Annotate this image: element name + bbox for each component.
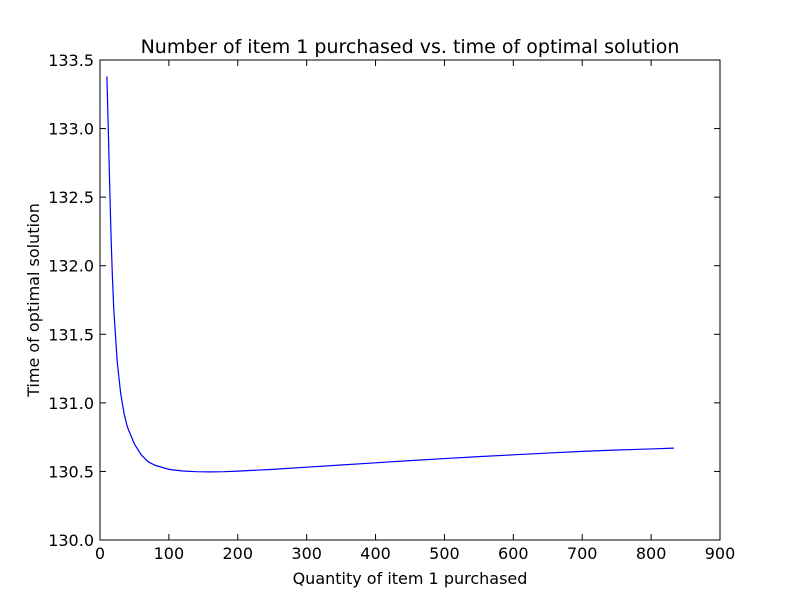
y-tick-label: 133.5: [48, 51, 94, 70]
x-tick-label: 400: [360, 544, 391, 563]
y-axis-label: Time of optimal solution: [24, 203, 43, 398]
y-tick-label: 132.0: [48, 257, 94, 276]
y-tick-label: 131.0: [48, 394, 94, 413]
x-tick-label: 700: [567, 544, 598, 563]
x-tick-label: 100: [154, 544, 185, 563]
x-axis-label: Quantity of item 1 purchased: [293, 569, 528, 588]
y-tick-label: 130.0: [48, 531, 94, 550]
x-tick-label: 900: [705, 544, 736, 563]
x-tick-label: 500: [429, 544, 460, 563]
x-tick-label: 0: [95, 544, 105, 563]
plot-frame: [99, 59, 721, 541]
x-tick-label: 300: [291, 544, 322, 563]
chart-title: Number of item 1 purchased vs. time of o…: [141, 36, 680, 58]
y-tick-label: 132.5: [48, 188, 94, 207]
series-line-1: [106, 76, 674, 473]
x-tick-label: 800: [636, 544, 667, 563]
y-tick-label: 131.5: [48, 325, 94, 344]
x-tick-label: 600: [498, 544, 529, 563]
x-tick-label: 200: [223, 544, 254, 563]
y-tick-label: 130.5: [48, 462, 94, 481]
y-tick-label: 133.0: [48, 120, 94, 139]
